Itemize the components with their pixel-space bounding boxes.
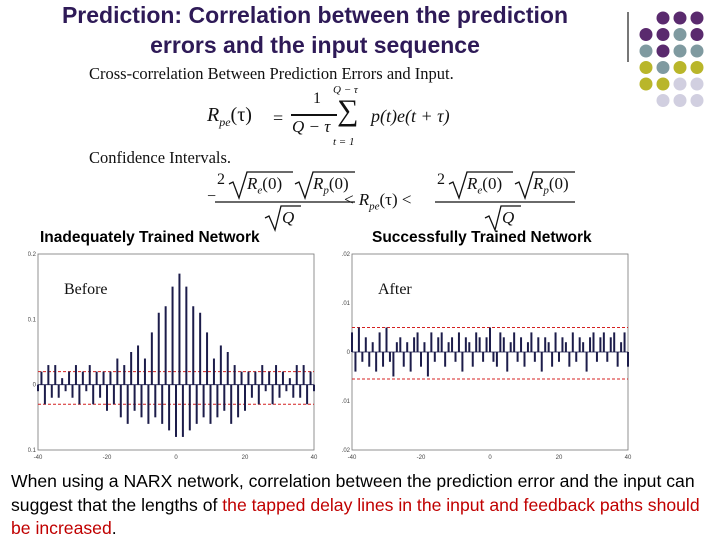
y-tick-label: 0.01 <box>342 301 351 307</box>
ci-left-coef: 2 <box>217 171 225 188</box>
y-tick-label: 0.02 <box>342 252 351 258</box>
x-tick-label: 40 <box>311 455 318 461</box>
formula-summand: p(t)e(t + τ) <box>371 106 450 126</box>
decorative-dot <box>639 77 653 91</box>
x-tick-label: -20 <box>103 455 112 461</box>
ci-left-rp: Rp(0) <box>313 174 349 197</box>
ci-left-radicals <box>215 171 355 232</box>
x-tick-label: 40 <box>625 455 632 461</box>
decorative-dot <box>639 61 653 74</box>
caption-inadequate: Inadequately Trained Network <box>40 229 260 246</box>
ci-middle: < Rpe(τ) < <box>343 190 412 213</box>
ci-minus: − <box>207 188 217 205</box>
decorative-dot <box>690 44 704 58</box>
decorative-dot <box>639 44 653 58</box>
decorative-dot <box>656 61 670 74</box>
decorative-dot-grid <box>639 11 704 107</box>
body-text-plain: When using a NARX network, correlation b… <box>11 471 695 515</box>
formula-heading: Cross-correlation Between Prediction Err… <box>89 64 454 83</box>
y-tick-label: 0 <box>33 383 37 389</box>
sigma-icon: ∑ <box>337 94 359 127</box>
ci-right-coef: 2 <box>437 171 445 188</box>
formula-equals: = <box>273 108 284 128</box>
plot-frame <box>37 253 315 451</box>
x-tick-label: -40 <box>34 455 43 461</box>
in-plot-label: After <box>378 281 412 298</box>
decorative-dot <box>673 28 687 41</box>
ci-right-rp: Rp(0) <box>533 174 569 197</box>
decorative-dot <box>656 77 670 91</box>
y-tick-label: -0.01 <box>342 399 351 405</box>
y-tick-label: 0.2 <box>28 252 37 258</box>
y-tick-label: -0.02 <box>342 448 351 454</box>
decorative-dot <box>656 28 670 41</box>
decorative-dot <box>673 77 687 91</box>
x-tick-label: -40 <box>348 455 357 461</box>
formula-frac-den: Q − τ <box>292 117 331 136</box>
ci-right-sqrtq: Q <box>502 208 515 227</box>
in-plot-label: Before <box>64 281 108 298</box>
caption-successful: Successfully Trained Network <box>372 229 592 246</box>
decorative-dot <box>690 28 704 41</box>
body-paragraph: When using a NARX network, correlation b… <box>11 470 711 541</box>
decorative-dot <box>690 61 704 74</box>
decorative-dot <box>656 44 670 58</box>
formula-frac-bar <box>291 114 337 116</box>
decorative-dot <box>690 94 704 107</box>
decorative-dot <box>656 94 670 107</box>
decorative-dot <box>656 11 670 25</box>
decorative-dot <box>673 61 687 74</box>
body-text-highlight: the tapped delay lines in the input and … <box>11 494 700 539</box>
decorative-dot <box>639 28 653 41</box>
decorative-dot <box>673 11 687 25</box>
ci-heading: Confidence Intervals. <box>89 148 232 167</box>
ci-left-sqrtq: Q <box>282 208 295 227</box>
decorative-dot <box>690 77 704 91</box>
x-tick-label: 20 <box>556 455 563 461</box>
x-tick-label: 0 <box>488 455 492 461</box>
formula-lhs: Rpe(τ) <box>207 104 252 129</box>
y-tick-label: 0 <box>347 350 351 356</box>
formula-sum-upper: Q − τ <box>333 84 358 96</box>
formula-sum-lower: t = 1 <box>333 136 355 148</box>
slide-title: Prediction: Correlation between the pred… <box>10 0 620 60</box>
decorative-dot <box>690 11 704 25</box>
title-line-2: errors and the input sequence <box>150 32 480 58</box>
x-tick-label: -20 <box>417 455 426 461</box>
title-divider <box>627 12 629 62</box>
formula-frac-num: 1 <box>313 90 321 107</box>
chart-after: -40 -20 0 20 40 0.02 0.01 0 -0.01 -0.02 After <box>342 252 632 461</box>
x-tick-label: 20 <box>242 455 249 461</box>
x-tick-label: 0 <box>174 455 178 461</box>
y-tick-label: -0.1 <box>28 448 37 454</box>
title-line-1: Prediction: Correlation between the pred… <box>61 2 569 28</box>
decorative-dot <box>673 44 687 58</box>
ci-right-radicals <box>435 171 575 232</box>
ci-right-re: Re(0) <box>467 174 503 197</box>
chart-before: -40 -20 0 20 40 0.2 0.1 0 -0.1 Before <box>28 252 318 461</box>
body-text-period: . <box>111 518 117 538</box>
y-tick-label: 0.1 <box>28 317 37 323</box>
correlation-formula: Cross-correlation Between Prediction Err… <box>85 62 605 232</box>
ci-left-re: Re(0) <box>247 174 283 197</box>
decorative-dot <box>673 94 687 107</box>
